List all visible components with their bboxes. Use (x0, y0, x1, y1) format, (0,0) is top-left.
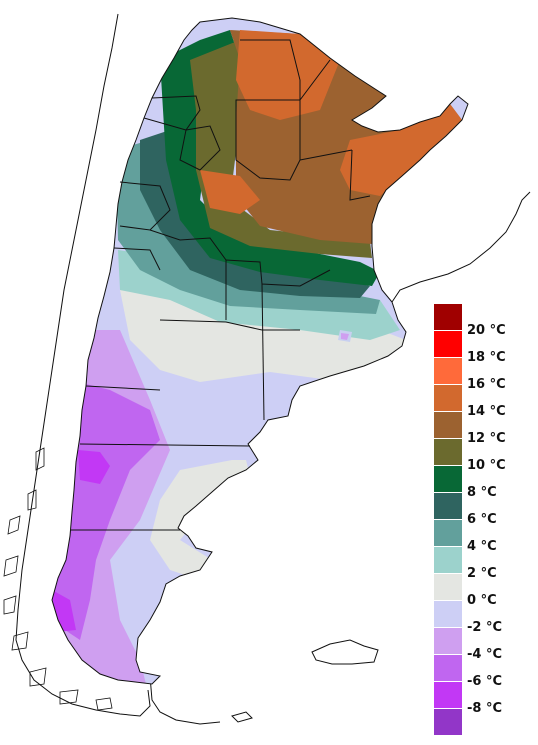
legend-swatch (434, 358, 462, 384)
legend-swatch (434, 709, 462, 735)
legend-label: 10 °C (467, 458, 506, 473)
legend-label: 2 °C (467, 566, 497, 581)
legend-label: 6 °C (467, 512, 497, 527)
legend-label: 20 °C (467, 323, 506, 338)
legend-label: 8 °C (467, 485, 497, 500)
legend-label: -2 °C (467, 620, 503, 635)
uruguay-coast-outline (391, 191, 531, 303)
chile-islands (3, 447, 113, 711)
legend-swatch (434, 547, 462, 573)
falkland-islands (311, 639, 379, 665)
small-island (231, 711, 253, 723)
legend-swatches (434, 304, 462, 735)
legend-swatch (434, 412, 462, 438)
legend-swatch (434, 520, 462, 546)
legend-swatch (434, 493, 462, 519)
legend-swatch (434, 628, 462, 654)
legend-swatch (434, 304, 462, 330)
legend-label: -6 °C (467, 674, 503, 689)
legend-label: -8 °C (467, 701, 503, 716)
province-borders (70, 39, 371, 531)
legend-swatch (434, 601, 462, 627)
legend-swatch (434, 385, 462, 411)
legend-label: -4 °C (467, 647, 503, 662)
legend-label: 12 °C (467, 431, 506, 446)
legend-label: 16 °C (467, 377, 506, 392)
legend-swatch (434, 574, 462, 600)
border-line (149, 675, 221, 725)
legend-swatch (434, 655, 462, 681)
legend-swatch (434, 439, 462, 465)
legend-label: 14 °C (467, 404, 506, 419)
chile-coast-outline (15, 13, 151, 717)
legend-label: 4 °C (467, 539, 497, 554)
legend-swatch (434, 331, 462, 357)
legend-label: 0 °C (467, 593, 497, 608)
legend-swatch (434, 682, 462, 708)
legend-swatch (434, 466, 462, 492)
legend-label: 18 °C (467, 350, 506, 365)
